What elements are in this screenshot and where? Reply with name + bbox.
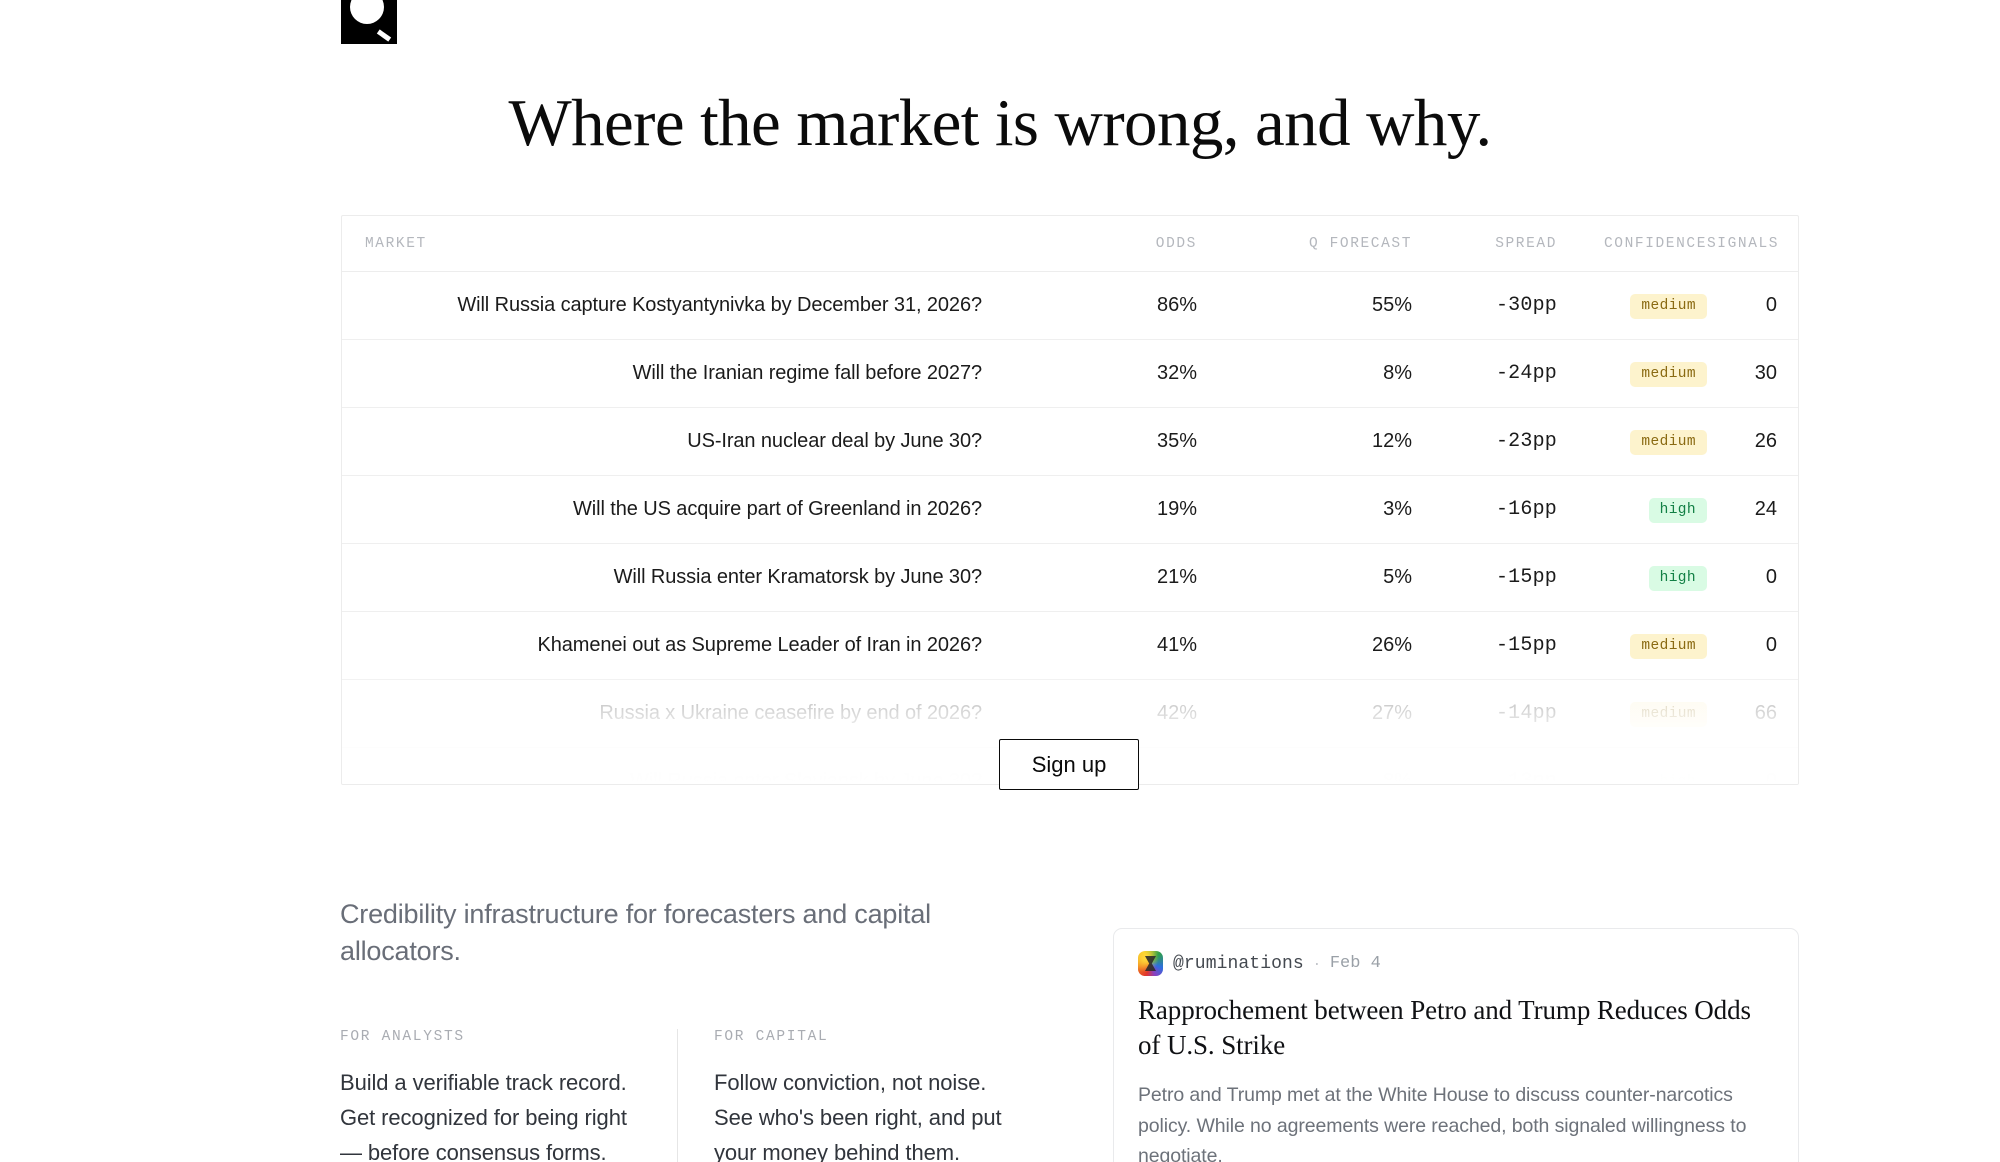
table-row[interactable]: Will Russia capture Kostyantynivka by De… <box>342 271 1798 340</box>
cell-odds: 32% <box>982 339 1197 408</box>
body-for-capital: Follow conviction, not noise. See who's … <box>714 1070 1002 1162</box>
cell-signals: 24 <box>1707 475 1798 544</box>
news-card[interactable]: @ruminations · Feb 4 Rapprochement betwe… <box>1113 928 1799 1162</box>
cell-spread: -15pp <box>1412 611 1557 680</box>
news-card-title[interactable]: Rapprochement between Petro and Trump Re… <box>1138 995 1751 1061</box>
eyebrow-for-analysts: FOR ANALYSTS <box>340 1029 465 1045</box>
markets-table-container: MARKET ODDS Q FORECAST SPREAD CONFIDENCE… <box>341 215 1799 785</box>
column-header-odds[interactable]: ODDS <box>982 216 1197 272</box>
cell-q-forecast: 8% <box>1383 770 1412 785</box>
markets-table-body: Will Russia capture Kostyantynivka by De… <box>342 271 1798 785</box>
cell-odds: 35% <box>982 407 1197 476</box>
meta-separator: · <box>1313 953 1320 973</box>
cell-q-forecast: 3% <box>1197 475 1412 544</box>
table-row[interactable]: Will the Iranian regime fall before 2027… <box>342 339 1798 408</box>
cell-market[interactable]: Russia x Ukraine ceasefire by end of 202… <box>342 679 982 748</box>
table-header-row: MARKET ODDS Q FORECAST SPREAD CONFIDENCE… <box>342 216 1798 272</box>
news-card-handle[interactable]: @ruminations <box>1173 953 1304 974</box>
table-row[interactable]: US-Iran nuclear deal by June 30? 35% 12%… <box>342 407 1798 476</box>
cell-q-forecast: 55% <box>1197 271 1412 340</box>
cell-signals: 26 <box>1707 407 1798 476</box>
cell-signals: 66 <box>1707 679 1798 748</box>
cell-spread: -14pp <box>1412 679 1557 748</box>
column-header-spread[interactable]: SPREAD <box>1412 216 1557 272</box>
column-for-analysts: FOR ANALYSTS Build a verifiable track re… <box>340 1029 677 1162</box>
status-badge: medium <box>1630 701 1707 728</box>
cell-odds: 41% <box>982 611 1197 680</box>
q-logo-icon <box>341 0 397 44</box>
body-for-analysts: Build a verifiable track record. Get rec… <box>340 1070 627 1162</box>
page-title: Where the market is wrong, and why. <box>508 86 1492 160</box>
status-badge: high <box>1648 497 1707 524</box>
cell-spread: -24pp <box>1412 339 1557 408</box>
value-prop-heading: Credibility infrastructure for forecaste… <box>340 899 931 967</box>
status-badge: medium <box>1630 633 1707 660</box>
column-header-market[interactable]: MARKET <box>342 216 982 272</box>
news-card-date: Feb 4 <box>1329 954 1381 973</box>
table-row[interactable]: Russia x Ukraine ceasefire by end of 202… <box>342 679 1798 748</box>
cell-q-forecast: 26% <box>1197 611 1412 680</box>
cell-signals: 0 <box>1707 271 1798 340</box>
cell-q-forecast: 12% <box>1197 407 1412 476</box>
news-card-body: Petro and Trump met at the White House t… <box>1138 1084 1747 1162</box>
cell-confidence: medium <box>1557 339 1707 408</box>
signup-button[interactable]: Sign up <box>999 739 1139 790</box>
cell-odds: 21% <box>982 543 1197 612</box>
brand-logo-link[interactable] <box>341 0 397 44</box>
cell-signals: 0 <box>1707 611 1798 680</box>
cell-market[interactable]: Will Russia enter Kramatorsk by June 30? <box>342 543 982 612</box>
cell-spread: -15pp <box>1412 543 1557 612</box>
cell-market[interactable]: Khamenei out as Supreme Leader of Iran i… <box>342 611 982 680</box>
cell-signals: 30 <box>1707 339 1798 408</box>
status-badge: medium <box>1630 429 1707 456</box>
cell-market[interactable]: Will Russia capture Kostyantynivka by De… <box>342 271 982 340</box>
cell-spread: -23pp <box>1412 407 1557 476</box>
markets-table-head: MARKET ODDS Q FORECAST SPREAD CONFIDENCE… <box>342 216 1798 272</box>
cell-confidence: medium <box>1557 611 1707 680</box>
cell-market[interactable]: Will the US acquire part of Greenland in… <box>342 475 982 544</box>
cell-confidence: medium <box>1557 407 1707 476</box>
column-header-confidence[interactable]: CONFIDENCE <box>1557 216 1707 272</box>
cell-odds: 19% <box>982 475 1197 544</box>
cell-confidence: high <box>1557 475 1707 544</box>
table-row[interactable]: Khamenei out as Supreme Leader of Iran i… <box>342 611 1798 680</box>
cell-q-forecast: 5% <box>1197 543 1412 612</box>
cell-confidence: medium <box>1557 271 1707 340</box>
status-badge: high <box>1648 770 1707 784</box>
eyebrow-for-capital: FOR CAPITAL <box>714 1029 829 1045</box>
cell-spread: -30pp <box>1412 271 1557 340</box>
cell-confidence: medium <box>1557 679 1707 748</box>
cell-signals: 0 <box>1765 770 1777 785</box>
cell-market[interactable]: US-Iran nuclear deal by June 30? <box>342 407 982 476</box>
cell-q-forecast: 27% <box>1197 679 1412 748</box>
cell-spread: -16pp <box>1412 475 1557 544</box>
cell-confidence: high <box>1557 543 1707 612</box>
news-card-meta: @ruminations · Feb 4 <box>1138 951 1774 976</box>
cell-market[interactable]: Will Russia enter Sloviansk by June 30? <box>630 770 982 785</box>
cell-spread: -13pp <box>1495 770 1557 785</box>
avatar <box>1138 951 1163 976</box>
status-badge: high <box>1648 565 1707 592</box>
status-badge: medium <box>1630 361 1707 388</box>
value-prop-columns: FOR ANALYSTS Build a verifiable track re… <box>340 1029 1055 1162</box>
cell-signals: 0 <box>1707 543 1798 612</box>
cell-q-forecast: 8% <box>1197 339 1412 408</box>
table-row[interactable]: Will Russia enter Kramatorsk by June 30?… <box>342 543 1798 612</box>
cell-odds: 86% <box>982 271 1197 340</box>
column-for-capital: FOR CAPITAL Follow conviction, not noise… <box>677 1029 1055 1162</box>
cell-confidence: high <box>1557 748 1707 784</box>
table-row[interactable]: Will the US acquire part of Greenland in… <box>342 475 1798 544</box>
cell-market[interactable]: Will the Iranian regime fall before 2027… <box>342 339 982 408</box>
cell-odds: 42% <box>982 679 1197 748</box>
column-header-signals[interactable]: SIGNALS <box>1707 216 1798 272</box>
status-badge: medium <box>1630 293 1707 320</box>
column-header-q-forecast[interactable]: Q FORECAST <box>1197 216 1412 272</box>
markets-table: MARKET ODDS Q FORECAST SPREAD CONFIDENCE… <box>342 216 1798 785</box>
